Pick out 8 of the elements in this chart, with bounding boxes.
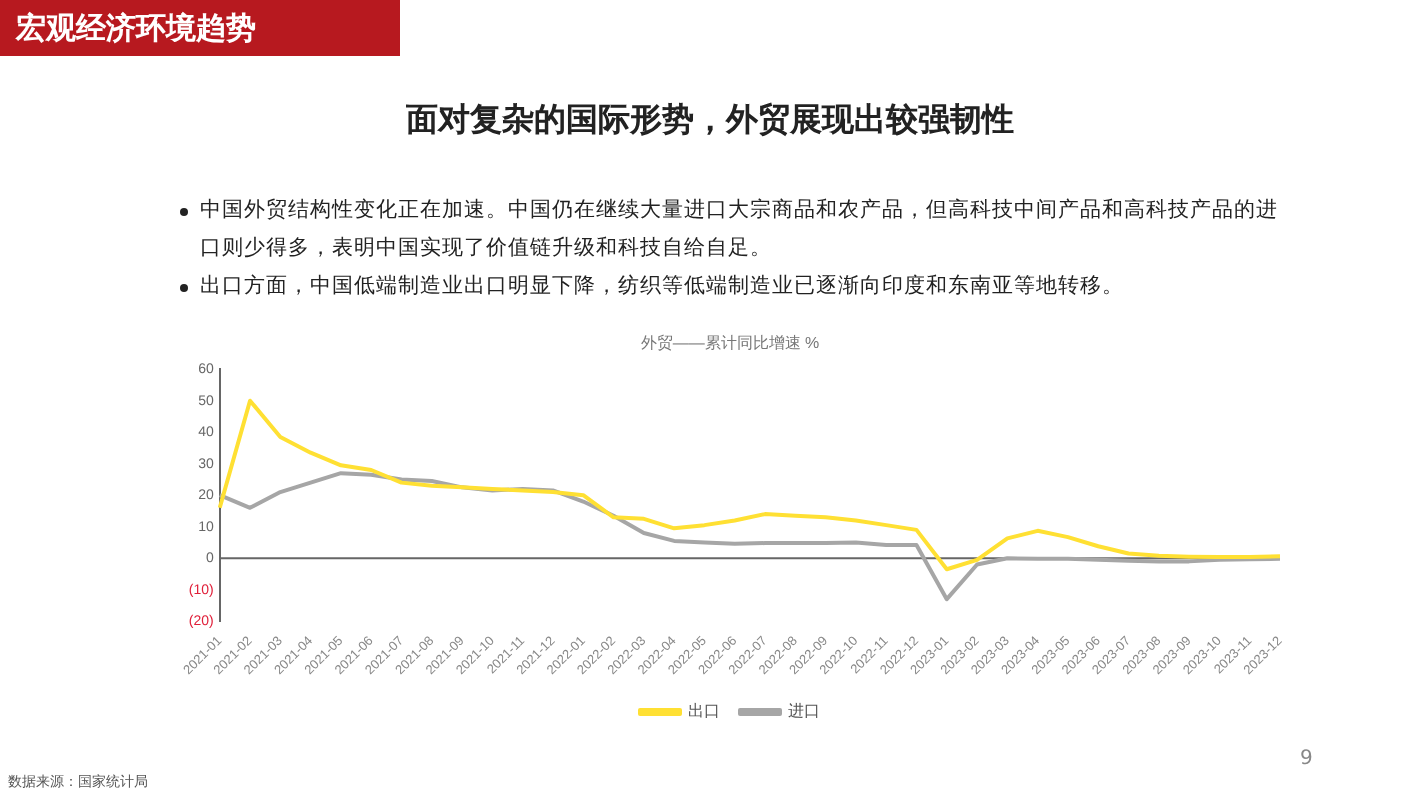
- text: 9: [1300, 748, 1313, 770]
- legend-label: 出口: [688, 702, 720, 721]
- text: 宏观经济环境趋势: [0, 0, 400, 56]
- text: 面对复杂的国际形势，外贸展现出较强韧性: [404, 100, 1016, 142]
- text: 中国外贸结构性变化正在加速。中国仍在继续大量进口大宗商品和农产品，但高科技中间产品和高科技产品的进口则少得多，表明中国实现了价值链升级和科技自给自足。: [200, 196, 1280, 264]
- legend-label: 进口: [788, 702, 820, 721]
- text: 出口方面，中国低端制造业出口明显下降，纺织等低端制造业已逐渐向印度和东南亚等地转移。: [200, 272, 1126, 302]
- chart-title: 外贸——累计同比增速 %: [640, 334, 820, 353]
